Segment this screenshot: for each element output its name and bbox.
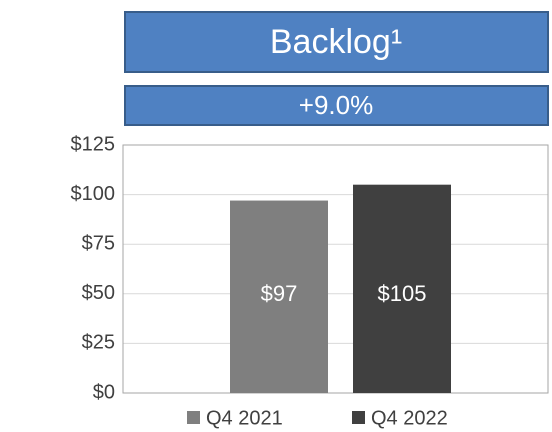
legend-label: Q4 2022	[371, 407, 448, 429]
y-tick-label: $125	[71, 133, 116, 155]
legend-swatch	[352, 411, 365, 424]
y-tick-label: $100	[71, 183, 116, 205]
legend-swatch	[187, 411, 200, 424]
y-tick-label: $0	[93, 381, 115, 403]
title-box	[124, 11, 549, 73]
chart-title: Backlog¹	[270, 23, 402, 61]
legend-label: Q4 2021	[206, 407, 283, 429]
y-tick-label: $75	[82, 232, 115, 254]
data-label: $105	[378, 281, 427, 306]
bar	[353, 184, 451, 393]
chart-subtitle: +9.0%	[299, 90, 373, 120]
y-tick-label: $25	[82, 332, 115, 354]
bar	[230, 200, 328, 393]
y-tick-label: $50	[82, 282, 115, 304]
plot-frame	[122, 144, 549, 394]
subtitle-box	[124, 85, 549, 126]
data-label: $97	[261, 281, 298, 306]
